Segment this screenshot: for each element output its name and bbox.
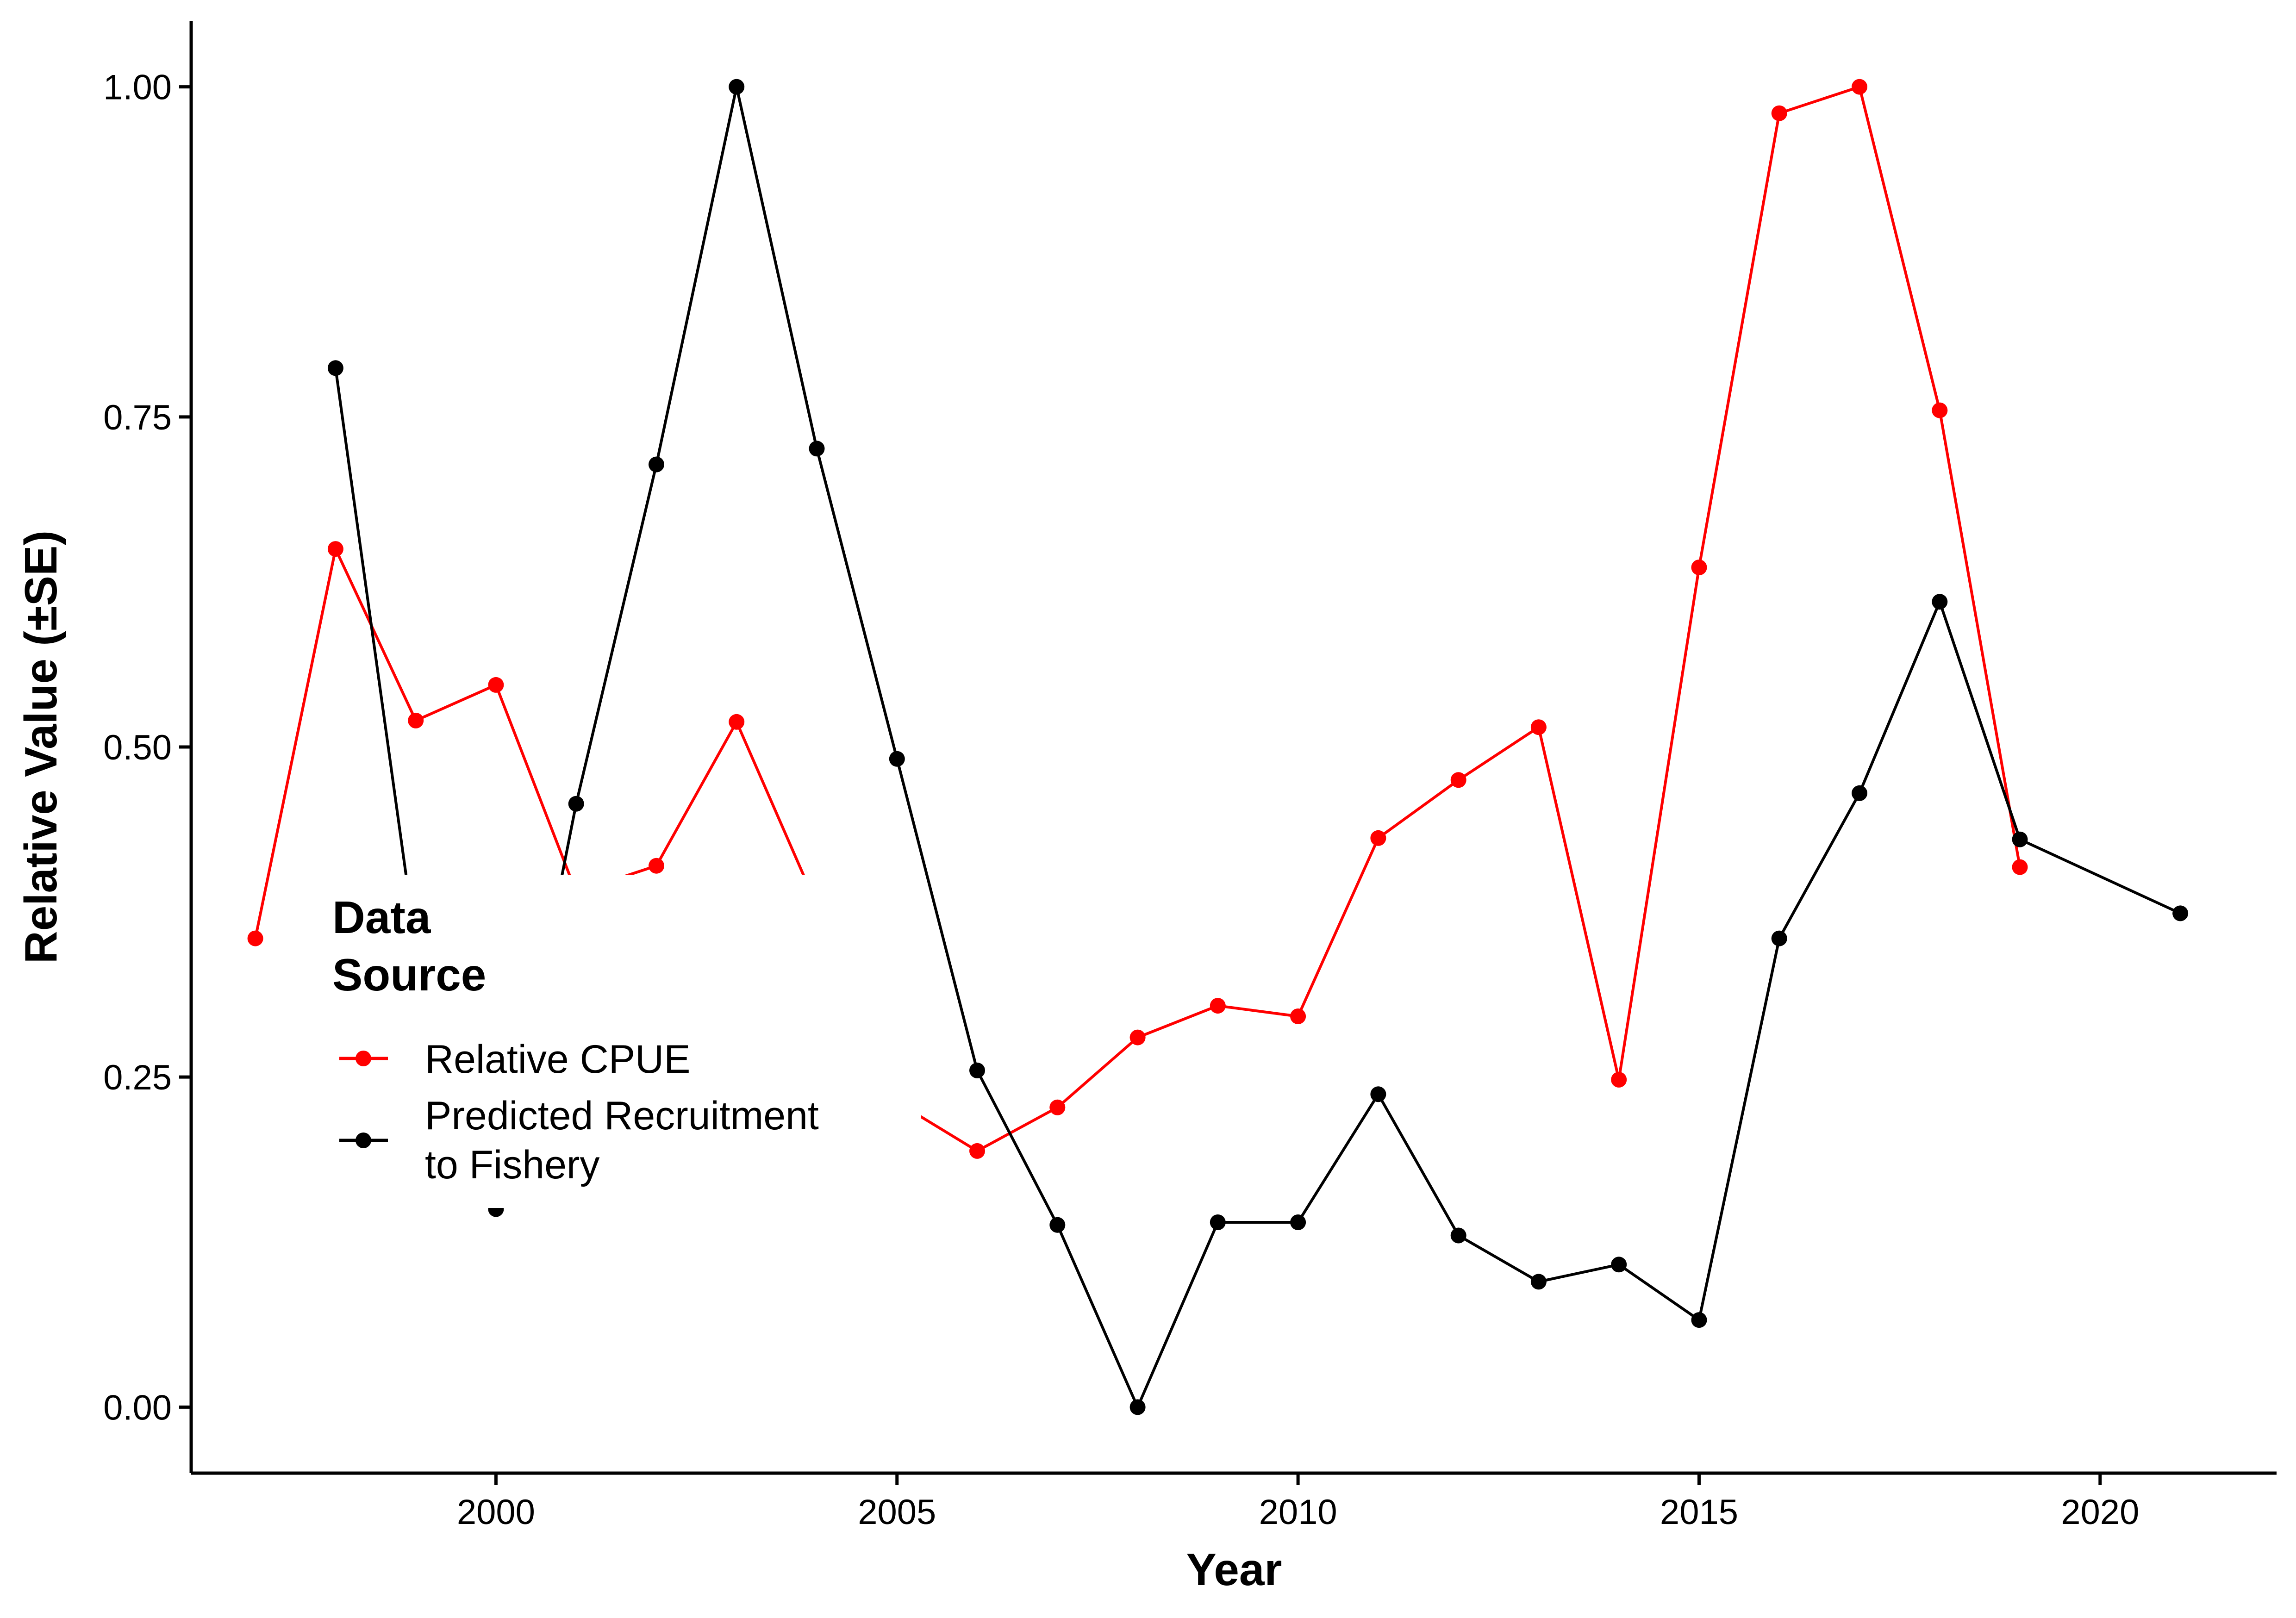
legend-title-line2: Source bbox=[332, 949, 486, 1000]
data-point-0 bbox=[729, 714, 745, 730]
y-tick-label: 0.00 bbox=[103, 1388, 172, 1427]
data-point-1 bbox=[809, 441, 825, 457]
x-tick-label: 2015 bbox=[1660, 1493, 1738, 1532]
x-axis-ticks: 2000 2005 2010 2015 2020 bbox=[457, 1473, 2139, 1532]
data-point-0 bbox=[1370, 830, 1386, 846]
data-point-1 bbox=[1932, 594, 1948, 610]
legend-key-marker bbox=[356, 1133, 371, 1148]
x-tick-label: 2005 bbox=[858, 1493, 936, 1532]
x-tick-label: 2000 bbox=[457, 1493, 535, 1532]
data-point-0 bbox=[247, 930, 263, 946]
data-point-0 bbox=[1530, 719, 1547, 735]
legend-title-line1: Data bbox=[332, 892, 431, 943]
y-tick-label: 0.75 bbox=[103, 398, 172, 437]
data-point-0 bbox=[1290, 1008, 1306, 1024]
x-tick-label: 2010 bbox=[1259, 1493, 1337, 1532]
legend-key-marker bbox=[356, 1051, 371, 1066]
data-point-1 bbox=[327, 360, 343, 376]
legend-label-recruitment-line1: Predicted Recruitment bbox=[425, 1094, 819, 1138]
data-point-1 bbox=[2012, 831, 2028, 847]
data-point-1 bbox=[1049, 1217, 1066, 1233]
data-point-1 bbox=[889, 751, 905, 767]
data-point-0 bbox=[488, 677, 504, 693]
legend-background bbox=[319, 875, 921, 1208]
legend-entry-cpue: Relative CPUE bbox=[339, 1037, 691, 1082]
data-point-1 bbox=[649, 456, 664, 473]
data-point-1 bbox=[2172, 905, 2189, 921]
data-point-1 bbox=[729, 79, 745, 95]
data-point-1 bbox=[1691, 1312, 1707, 1328]
data-point-0 bbox=[1691, 560, 1707, 575]
y-axis-ticks: 0.00 0.25 0.50 0.75 1.00 bbox=[103, 68, 191, 1427]
data-point-1 bbox=[1210, 1214, 1226, 1230]
series-layer bbox=[247, 79, 2189, 1415]
data-point-1 bbox=[1771, 930, 1787, 946]
data-point-0 bbox=[1852, 79, 1867, 95]
data-point-1 bbox=[1852, 785, 1867, 801]
data-point-1 bbox=[969, 1062, 985, 1078]
legend-entry-recruitment: Predicted Recruitment to Fishery bbox=[339, 1094, 819, 1187]
y-axis-title: Relative Value (±SE) bbox=[15, 530, 66, 964]
data-point-0 bbox=[1611, 1071, 1627, 1088]
data-point-0 bbox=[2012, 859, 2028, 875]
data-point-1 bbox=[1450, 1227, 1466, 1244]
data-point-0 bbox=[1210, 998, 1226, 1014]
legend-label-recruitment-line2: to Fishery bbox=[425, 1143, 600, 1187]
data-point-0 bbox=[649, 858, 664, 874]
data-point-1 bbox=[1530, 1274, 1547, 1290]
data-point-1 bbox=[1290, 1214, 1306, 1230]
data-point-0 bbox=[1129, 1029, 1146, 1045]
data-point-0 bbox=[408, 712, 424, 728]
data-point-0 bbox=[1771, 105, 1787, 121]
data-point-0 bbox=[969, 1143, 985, 1159]
data-point-1 bbox=[568, 796, 584, 812]
y-tick-label: 0.50 bbox=[103, 728, 172, 767]
data-point-0 bbox=[327, 541, 343, 557]
data-point-0 bbox=[1932, 402, 1948, 418]
x-tick-label: 2020 bbox=[2061, 1493, 2139, 1532]
data-point-1 bbox=[1370, 1086, 1386, 1102]
data-point-1 bbox=[1611, 1257, 1627, 1273]
data-point-1 bbox=[1129, 1399, 1146, 1415]
y-tick-label: 1.00 bbox=[103, 68, 172, 107]
data-point-0 bbox=[1450, 772, 1466, 788]
data-point-0 bbox=[1049, 1099, 1066, 1115]
legend: Data Source Relative CPUE Predicted Recr… bbox=[319, 875, 921, 1208]
legend-label-cpue: Relative CPUE bbox=[425, 1037, 691, 1082]
y-tick-label: 0.25 bbox=[103, 1058, 172, 1097]
x-axis-title: Year bbox=[1186, 1544, 1282, 1595]
